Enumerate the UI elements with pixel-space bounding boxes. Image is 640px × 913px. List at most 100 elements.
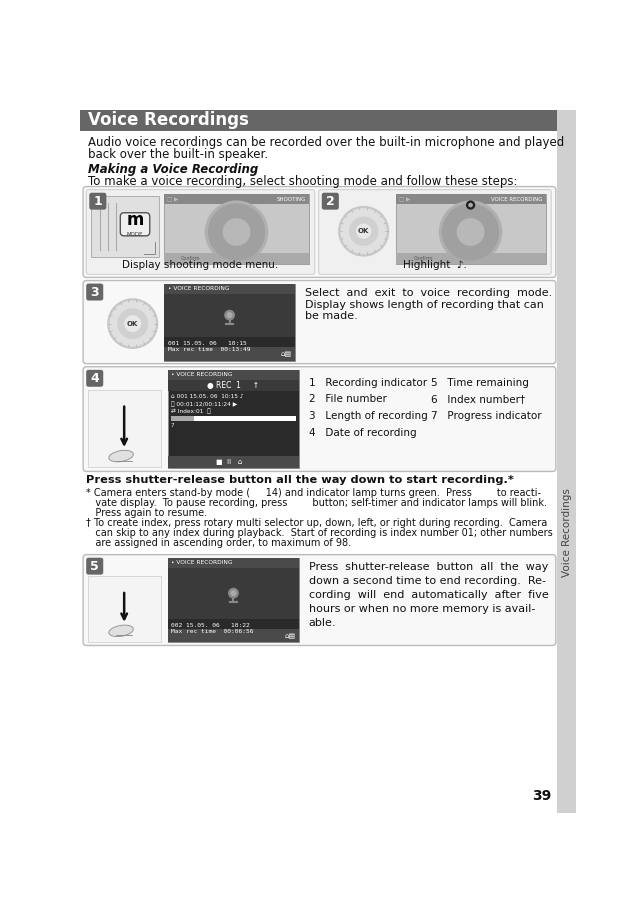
Text: Press  shutter-release  button  all  the  way: Press shutter-release button all the way bbox=[308, 562, 548, 572]
Bar bbox=[164, 194, 309, 205]
Ellipse shape bbox=[109, 450, 133, 462]
Circle shape bbox=[230, 590, 237, 596]
Text: ⌂▤: ⌂▤ bbox=[280, 351, 292, 357]
Text: ⌂▤: ⌂▤ bbox=[284, 633, 296, 639]
Bar bbox=[168, 380, 300, 391]
Text: • VOICE RECORDING: • VOICE RECORDING bbox=[168, 286, 229, 291]
FancyBboxPatch shape bbox=[83, 554, 556, 645]
Text: 6   Index number†: 6 Index number† bbox=[431, 394, 525, 404]
Circle shape bbox=[442, 204, 499, 260]
Circle shape bbox=[205, 201, 268, 264]
FancyBboxPatch shape bbox=[322, 193, 339, 210]
Text: 2   File number: 2 File number bbox=[309, 394, 387, 404]
Bar bbox=[168, 370, 300, 468]
Text: able.: able. bbox=[308, 618, 336, 628]
Bar bbox=[396, 194, 546, 264]
Bar bbox=[168, 558, 300, 568]
Text: ⌚ 00:01:12/00:11:24 ▶: ⌚ 00:01:12/00:11:24 ▶ bbox=[171, 402, 237, 407]
Text: Confirm: Confirm bbox=[413, 256, 433, 261]
FancyBboxPatch shape bbox=[90, 193, 106, 210]
Bar bbox=[164, 284, 296, 294]
Text: hours or when no more memory is avail-: hours or when no more memory is avail- bbox=[308, 603, 535, 614]
Text: Max rec time  00:13:49: Max rec time 00:13:49 bbox=[168, 348, 250, 352]
Text: 4: 4 bbox=[90, 372, 99, 384]
Circle shape bbox=[349, 216, 378, 246]
Bar bbox=[168, 558, 300, 643]
Text: Highlight  ♪.: Highlight ♪. bbox=[403, 259, 467, 269]
Circle shape bbox=[117, 309, 148, 339]
Text: 2: 2 bbox=[326, 194, 335, 207]
Circle shape bbox=[124, 315, 141, 332]
Bar bbox=[171, 416, 194, 421]
Text: m: m bbox=[126, 212, 144, 229]
FancyBboxPatch shape bbox=[83, 280, 556, 363]
Text: Max rec time  00:06:56: Max rec time 00:06:56 bbox=[172, 629, 254, 635]
Text: be made.: be made. bbox=[305, 311, 358, 321]
Ellipse shape bbox=[109, 625, 133, 636]
Bar bbox=[168, 629, 300, 643]
Text: □ ▶: □ ▶ bbox=[167, 197, 178, 202]
FancyBboxPatch shape bbox=[319, 190, 551, 274]
Bar bbox=[164, 294, 296, 338]
Text: 002 15.05. 06   10:22: 002 15.05. 06 10:22 bbox=[172, 624, 250, 628]
Text: OK: OK bbox=[358, 228, 369, 235]
Text: down a second time to end recording.  Re-: down a second time to end recording. Re- bbox=[308, 576, 546, 586]
Text: vate display.  To pause recording, press        button; self-timer and indicator: vate display. To pause recording, press … bbox=[86, 498, 547, 509]
Text: 5: 5 bbox=[90, 560, 99, 572]
Bar bbox=[164, 284, 296, 361]
Text: ● REC  1     ↑: ● REC 1 ↑ bbox=[207, 381, 259, 390]
Circle shape bbox=[340, 208, 387, 255]
Bar bbox=[168, 456, 300, 468]
Text: MODE: MODE bbox=[127, 232, 143, 236]
Text: 5   Time remaining: 5 Time remaining bbox=[431, 377, 529, 387]
Bar bbox=[396, 253, 546, 264]
Text: OK: OK bbox=[127, 320, 138, 327]
FancyBboxPatch shape bbox=[83, 367, 556, 471]
Text: 7: 7 bbox=[171, 423, 174, 428]
Circle shape bbox=[224, 310, 235, 320]
Bar bbox=[164, 338, 296, 353]
FancyBboxPatch shape bbox=[120, 213, 150, 236]
Bar bbox=[80, 110, 557, 131]
Text: SHOOTING: SHOOTING bbox=[277, 197, 307, 202]
Text: ■  II   ⌂: ■ II ⌂ bbox=[216, 459, 243, 466]
Bar bbox=[88, 390, 161, 467]
Text: are assigned in ascending order, to maximum of 98.: are assigned in ascending order, to maxi… bbox=[86, 539, 351, 549]
Circle shape bbox=[356, 224, 371, 239]
Bar bbox=[168, 568, 300, 619]
Text: 1   Recording indicator: 1 Recording indicator bbox=[309, 377, 428, 387]
Bar bbox=[168, 619, 300, 635]
Bar bbox=[168, 370, 300, 380]
Circle shape bbox=[468, 203, 473, 207]
Circle shape bbox=[228, 588, 239, 599]
Circle shape bbox=[466, 201, 476, 210]
Text: • VOICE RECORDING: • VOICE RECORDING bbox=[172, 373, 233, 377]
Text: VOICE RECORDING: VOICE RECORDING bbox=[491, 197, 543, 202]
Text: Audio voice recordings can be recorded over the built-in microphone and played: Audio voice recordings can be recorded o… bbox=[88, 136, 564, 149]
Text: Confirm: Confirm bbox=[180, 256, 200, 261]
FancyBboxPatch shape bbox=[86, 190, 315, 274]
Bar bbox=[164, 194, 309, 264]
Circle shape bbox=[109, 300, 156, 347]
Circle shape bbox=[227, 312, 233, 319]
Text: Display shooting mode menu.: Display shooting mode menu. bbox=[122, 259, 278, 269]
Text: 3: 3 bbox=[90, 286, 99, 299]
FancyBboxPatch shape bbox=[86, 284, 103, 300]
Text: Press shutter-release button all the way down to start recording.*: Press shutter-release button all the way… bbox=[86, 475, 514, 485]
Text: 1: 1 bbox=[93, 194, 102, 207]
Circle shape bbox=[457, 218, 484, 246]
Text: 001 15.05. 06   10:15: 001 15.05. 06 10:15 bbox=[168, 341, 246, 346]
Bar bbox=[171, 416, 296, 421]
Circle shape bbox=[439, 201, 502, 264]
Text: * Camera enters stand-by mode (     14) and indicator lamp turns green.  Press  : * Camera enters stand-by mode ( 14) and … bbox=[86, 488, 541, 498]
Text: can skip to any index during playback.  Start of recording is index number 01; o: can skip to any index during playback. S… bbox=[86, 529, 553, 539]
Text: ⌂ 001 15.05. 06  10:15 ♪: ⌂ 001 15.05. 06 10:15 ♪ bbox=[171, 394, 243, 400]
Circle shape bbox=[208, 204, 265, 260]
Text: Voice Recordings: Voice Recordings bbox=[562, 488, 572, 578]
FancyBboxPatch shape bbox=[86, 370, 103, 387]
Text: cording  will  end  automatically  after  five: cording will end automatically after fiv… bbox=[308, 590, 548, 600]
Circle shape bbox=[223, 218, 250, 246]
Circle shape bbox=[338, 205, 389, 257]
Circle shape bbox=[107, 299, 158, 349]
Text: Press again to resume.: Press again to resume. bbox=[86, 509, 207, 519]
